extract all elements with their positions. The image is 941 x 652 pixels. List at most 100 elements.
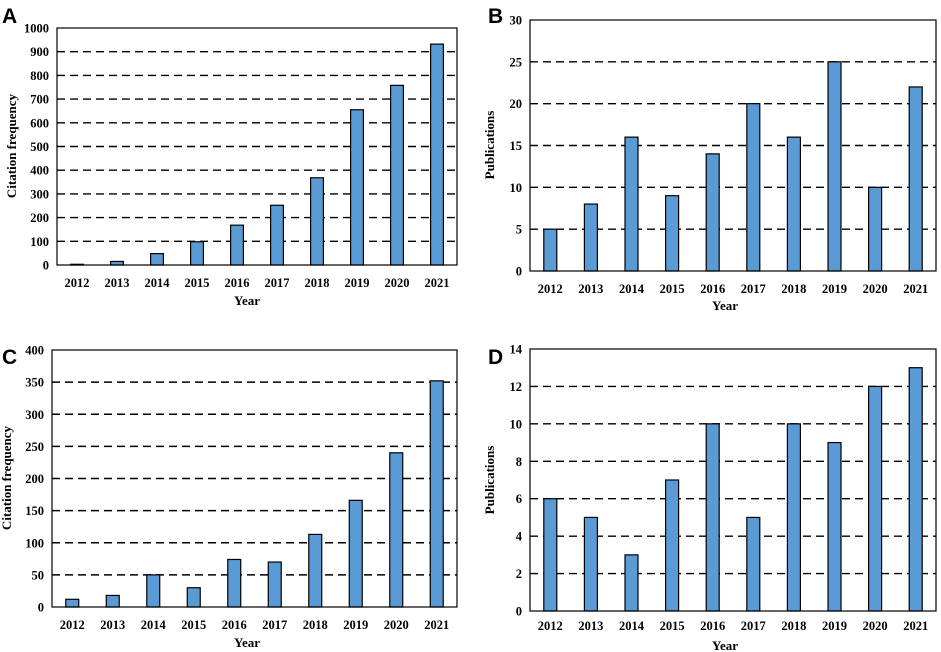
panel-letter: C: [2, 346, 17, 369]
x-tick-label: 2015: [181, 618, 206, 632]
y-tick-label: 0: [43, 259, 49, 273]
y-tick-label: 5: [516, 223, 522, 237]
bar-2014: [624, 136, 639, 272]
bar-2017: [746, 516, 761, 612]
x-tick-label: 2018: [303, 618, 328, 632]
y-tick-label: 700: [30, 93, 49, 107]
y-tick-label: 250: [25, 440, 44, 454]
y-tick-label: 200: [30, 211, 49, 225]
bar-2020: [868, 186, 883, 272]
bar-2021: [908, 367, 923, 612]
bar-2014: [624, 554, 639, 612]
y-tick-label: 350: [25, 376, 44, 390]
bar-2020: [389, 452, 404, 608]
y-tick-label: 20: [510, 97, 523, 111]
x-tick-label: 2013: [105, 276, 130, 290]
x-tick-label: 2019: [343, 618, 368, 632]
y-axis-title: Publications: [482, 111, 497, 180]
y-tick-label: 900: [30, 45, 49, 59]
x-tick-label: 2019: [345, 276, 370, 290]
x-tick-label: 2015: [660, 282, 685, 296]
plot-frame: [56, 27, 458, 266]
bar-2015: [190, 241, 205, 266]
y-tick-label: 30: [510, 14, 523, 28]
x-axis-title: Year: [712, 638, 738, 652]
x-tick-label: 2014: [145, 276, 171, 290]
x-axis-title: Year: [234, 635, 260, 650]
bar-2020: [390, 84, 405, 266]
bar-2018: [310, 177, 325, 266]
x-tick-label: 2020: [384, 618, 409, 632]
bar-2016: [705, 423, 720, 612]
x-axis-title: Year: [712, 298, 738, 313]
bar-2015: [665, 479, 680, 612]
x-tick-label: 2017: [741, 282, 766, 296]
x-tick-label: 2015: [185, 276, 210, 290]
y-tick-label: 0: [516, 265, 522, 279]
bar-2012: [65, 598, 80, 608]
x-tick-label: 2020: [385, 276, 410, 290]
x-tick-label: 2016: [700, 282, 725, 296]
bar-2021: [908, 86, 923, 272]
bar-2019: [350, 109, 365, 266]
bar-2013: [583, 203, 598, 272]
bar-2017: [270, 204, 285, 266]
bar-2016: [705, 153, 720, 272]
y-tick-label: 15: [510, 139, 523, 153]
bar-2016: [227, 558, 242, 608]
x-tick-label: 2013: [578, 282, 603, 296]
x-tick-label: 2020: [863, 282, 888, 296]
bar-2013: [583, 516, 598, 612]
y-tick-label: 0: [516, 605, 522, 619]
bar-2019: [827, 441, 842, 612]
bar-2014: [146, 574, 161, 608]
x-tick-label: 2021: [424, 618, 449, 632]
bar-2020: [868, 385, 883, 612]
x-tick-label: 2019: [822, 282, 847, 296]
x-tick-label: 2016: [225, 276, 250, 290]
bar-2019: [348, 499, 363, 608]
x-tick-label: 2012: [60, 618, 85, 632]
panel-letter: D: [488, 346, 503, 369]
bar-2017: [267, 561, 282, 608]
y-tick-label: 100: [25, 536, 44, 550]
x-tick-label: 2021: [425, 276, 450, 290]
x-tick-label: 2012: [538, 282, 563, 296]
x-tick-label: 2013: [578, 619, 603, 633]
panel-letter: A: [2, 5, 17, 28]
y-tick-label: 400: [25, 344, 44, 358]
y-tick-label: 12: [510, 380, 523, 394]
x-tick-label: 2021: [903, 282, 928, 296]
bar-2015: [665, 195, 680, 272]
y-tick-label: 4: [516, 530, 523, 544]
bar-2018: [308, 533, 323, 608]
x-tick-label: 2014: [141, 618, 167, 632]
y-tick-label: 14: [510, 343, 523, 357]
y-tick-label: 300: [30, 187, 49, 201]
x-tick-label: 2019: [822, 619, 847, 633]
x-tick-label: 2017: [741, 619, 766, 633]
y-tick-label: 1000: [24, 22, 49, 36]
y-tick-label: 300: [25, 408, 44, 422]
x-tick-label: 2012: [538, 619, 563, 633]
x-tick-label: 2014: [619, 282, 645, 296]
bar-2021: [430, 43, 445, 266]
plot-frame: [529, 19, 937, 272]
x-tick-label: 2020: [863, 619, 888, 633]
bar-2016: [230, 224, 245, 266]
y-axis-title: Citation frequency: [0, 425, 14, 530]
x-tick-label: 2013: [100, 618, 125, 632]
chart-panel-c: C 0 50 100 150 200 250 300 350 400 2012 2013 2014 201…: [0, 344, 458, 650]
bar-2015: [186, 587, 201, 608]
y-tick-label: 8: [516, 455, 522, 469]
y-tick-label: 200: [25, 472, 44, 486]
x-tick-label: 2016: [700, 619, 725, 633]
y-tick-label: 400: [30, 164, 49, 178]
x-tick-label: 2018: [781, 619, 806, 633]
x-tick-label: 2015: [660, 619, 685, 633]
y-tick-label: 800: [30, 69, 49, 83]
x-tick-label: 2017: [262, 618, 287, 632]
y-tick-label: 100: [30, 235, 49, 249]
x-axis-title: Year: [234, 293, 260, 308]
